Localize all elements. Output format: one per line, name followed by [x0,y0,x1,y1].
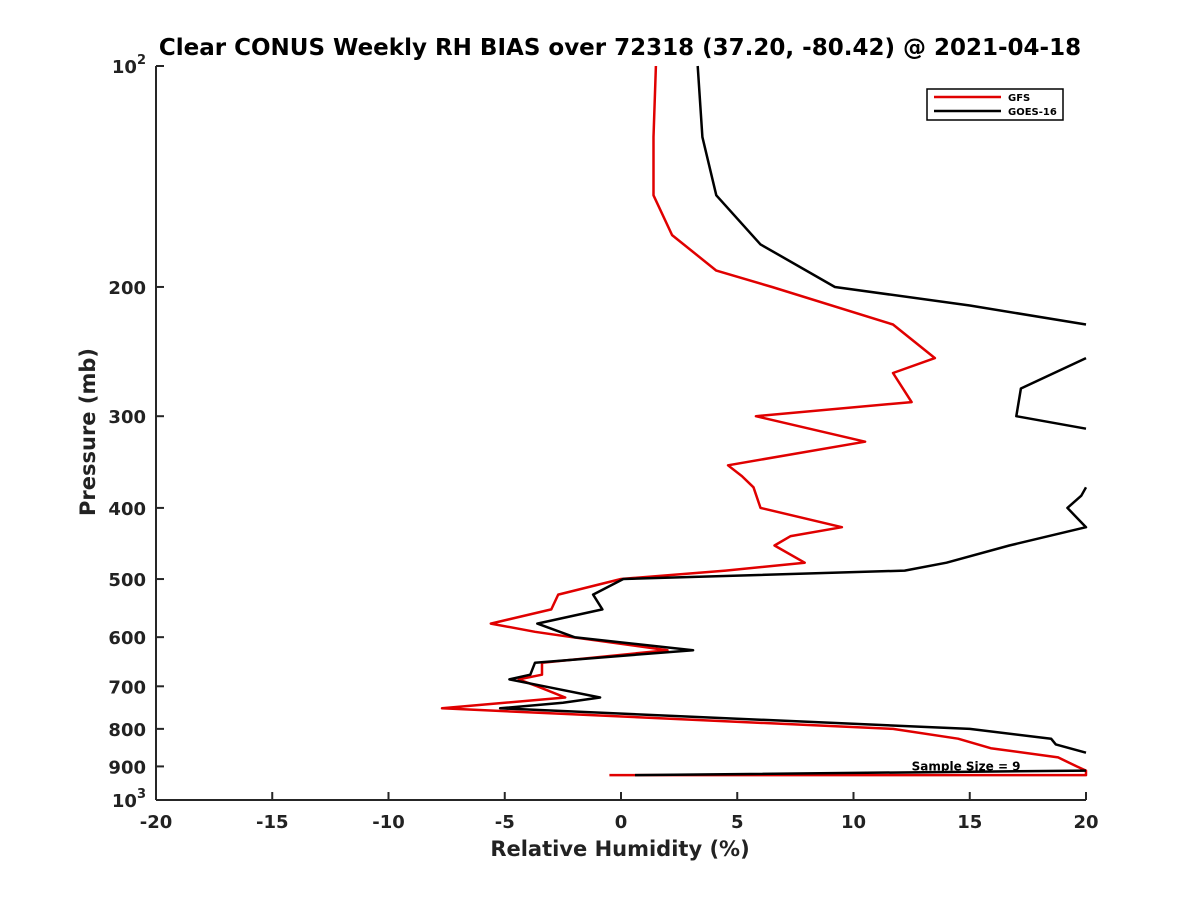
x-tick-label: 15 [957,812,982,833]
legend-box [926,88,1064,121]
y-tick-label: 300 [108,407,146,428]
y-tick-label: 900 [108,757,146,778]
x-tick-label: -15 [256,812,289,833]
y-tick-label: 600 [108,628,146,649]
y-tick-label: 103 [112,787,146,812]
sample-size-annotation: Sample Size = 9 [912,759,1021,773]
series-line-goes-16 [498,65,1088,777]
x-tick-label: 5 [731,812,744,833]
x-axis-ticks: -20 -15 -10 -5 0 5 10 15 20 [140,792,1099,833]
y-axis-label: Pressure (mb) [76,348,100,516]
annotation-layer: Sample Size = 9 [912,759,1021,773]
legend: GFS GOES-16 [926,88,1064,121]
x-axis-label: Relative Humidity (%) [490,837,749,861]
y-tick-base: 10 [112,57,137,78]
y-tick-label: 102 [112,53,146,78]
y-tick-label: 700 [108,677,146,698]
x-tick-label: 10 [841,812,866,833]
x-tick-label: -5 [495,812,515,833]
y-tick-label: 800 [108,720,146,741]
series-layer [440,65,1088,777]
chart-title: Clear CONUS Weekly RH BIAS over 72318 (3… [159,35,1081,61]
x-tick-label: 0 [615,812,628,833]
x-tick-label: 20 [1073,812,1098,833]
x-tick-label: -20 [140,812,173,833]
plot-area [155,66,1086,801]
y-tick-label: 400 [108,499,146,520]
legend-label-gfs: GFS [1008,93,1030,104]
x-tick-label: -10 [372,812,405,833]
y-tick-base: 10 [112,791,137,812]
y-tick-label: 200 [108,278,146,299]
y-tick-exponent: 3 [137,787,146,802]
legend-label-goes-16: GOES-16 [1008,107,1057,118]
y-tick-exponent: 2 [137,53,146,68]
series-line-gfs [440,65,1088,777]
y-tick-label: 500 [108,570,146,591]
